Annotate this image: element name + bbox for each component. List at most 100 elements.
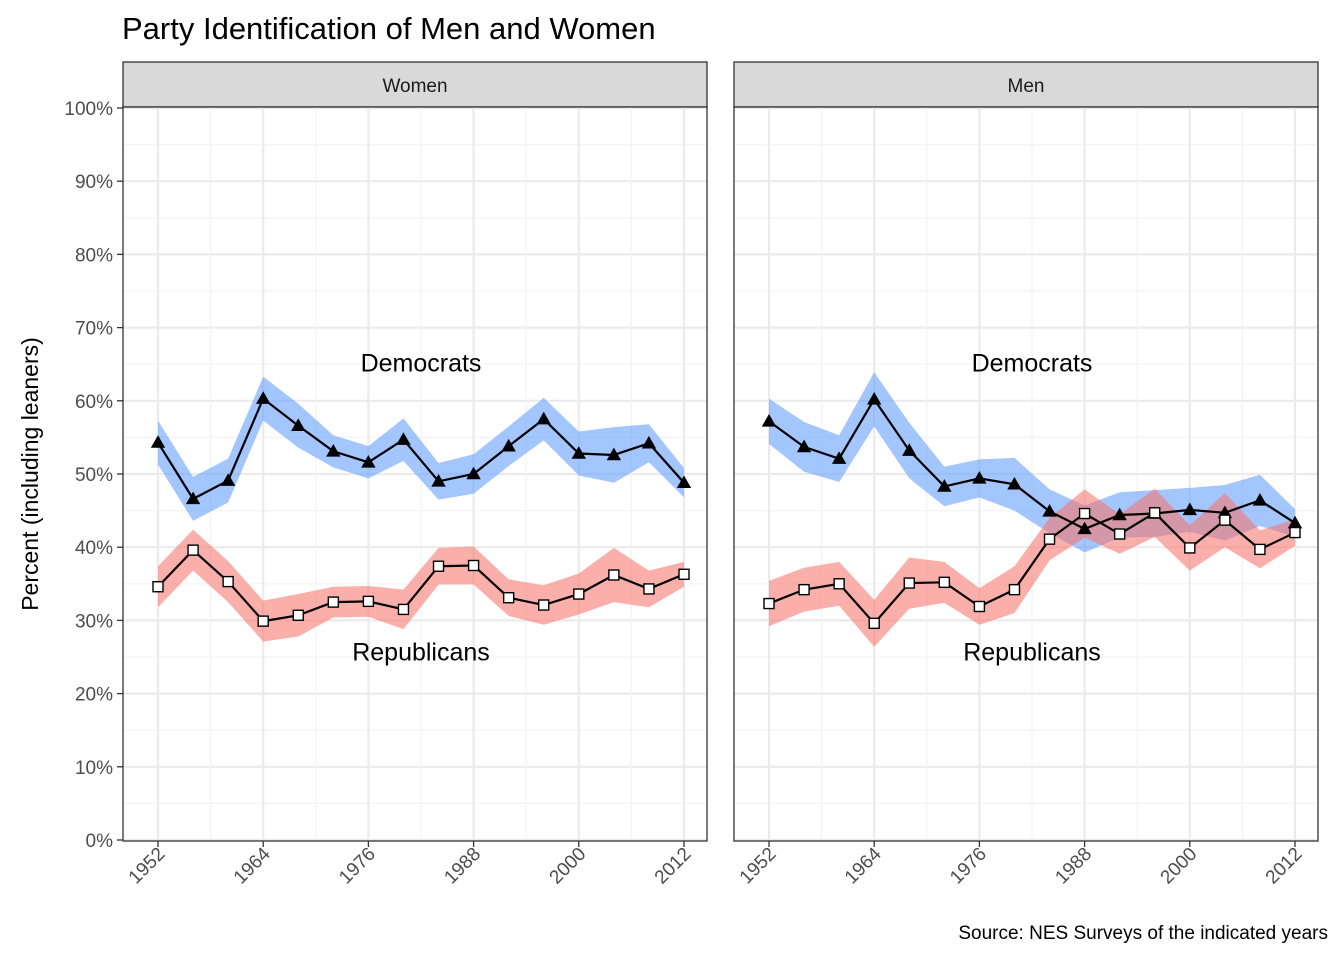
y-tick-label: 90% xyxy=(75,172,113,193)
data-point-republicans xyxy=(833,578,845,590)
x-tick-label: 1988 xyxy=(440,844,485,889)
x-tick-label: 2000 xyxy=(1157,844,1202,889)
data-point-democrats xyxy=(396,432,411,445)
annotation-republicans: Republicans xyxy=(352,639,490,667)
x-tick-label: 1976 xyxy=(946,844,991,889)
data-point-republicans xyxy=(903,577,915,589)
data-point-democrats xyxy=(972,471,987,484)
panel-men: Men Democrats Republicans 1952 1964 1976 1988 2… xyxy=(733,61,1319,889)
series-line-democrats xyxy=(768,397,1296,531)
y-tick-label: 40% xyxy=(75,538,113,559)
panel-border xyxy=(733,106,1319,842)
x-tick-label: 1988 xyxy=(1051,844,1096,889)
y-tick-label: 80% xyxy=(75,245,113,266)
panels: Women Democrats Republicans 1952 1964 1976 198… xyxy=(122,61,1319,889)
facet-strip xyxy=(122,61,708,108)
data-point-democrats xyxy=(571,446,586,459)
y-tick-label: 60% xyxy=(75,392,113,413)
data-point-democrats xyxy=(1077,521,1092,535)
x-tick-label: 1964 xyxy=(841,843,886,888)
data-point-democrats xyxy=(606,447,622,461)
data-point-republicans xyxy=(362,595,375,608)
ribbon-democrats xyxy=(158,376,684,521)
data-point-democrats xyxy=(641,435,657,449)
data-point-republicans xyxy=(763,597,775,610)
data-point-republicans xyxy=(397,603,410,616)
data-point-republicans xyxy=(1254,543,1266,556)
data-point-democrats xyxy=(1042,504,1057,517)
ribbon-republicans xyxy=(158,529,684,642)
data-point-republicans xyxy=(1219,514,1231,526)
y-tick-label: 20% xyxy=(75,685,113,706)
data-point-democrats xyxy=(867,392,882,405)
data-point-republicans xyxy=(222,575,234,588)
x-tick-label: 2012 xyxy=(651,844,696,889)
data-point-republicans xyxy=(1184,542,1196,554)
data-point-republicans xyxy=(868,617,880,630)
x-tick-label: 1952 xyxy=(125,844,170,889)
data-point-republicans xyxy=(643,583,655,595)
annotation-democrats: Democrats xyxy=(972,350,1093,378)
x-tick-label: 1964 xyxy=(230,843,275,888)
y-tick-label: 50% xyxy=(75,465,113,486)
y-tick-label: 30% xyxy=(75,611,113,632)
data-point-republicans xyxy=(467,559,480,572)
data-point-republicans xyxy=(1008,583,1021,596)
data-point-democrats xyxy=(431,474,446,487)
data-point-democrats xyxy=(1182,502,1197,516)
data-point-democrats xyxy=(220,473,236,486)
data-point-republicans xyxy=(538,599,550,611)
data-point-republicans xyxy=(502,592,515,604)
y-tick-label: 10% xyxy=(75,758,113,779)
data-point-republicans xyxy=(1113,528,1126,540)
panel-border xyxy=(122,106,708,842)
data-point-republicans xyxy=(938,576,951,589)
y-tick-label: 0% xyxy=(86,831,114,852)
data-point-democrats xyxy=(1007,476,1022,490)
data-point-republicans xyxy=(187,544,199,556)
data-point-republicans xyxy=(1289,526,1301,539)
facet-strip-label: Men xyxy=(1008,76,1045,97)
data-point-democrats xyxy=(796,439,812,453)
annotation-democrats: Democrats xyxy=(361,350,482,378)
panel-women: Women Democrats Republicans 1952 1964 1976 198… xyxy=(122,61,708,889)
y-tick-label: 100% xyxy=(64,99,113,120)
data-point-democrats xyxy=(185,491,201,505)
data-point-republicans xyxy=(257,615,269,627)
data-point-democrats xyxy=(902,443,917,456)
data-point-republicans xyxy=(608,569,620,581)
y-axis: 0% 10% 20% 30% 40% 50% 60% 70% 80% 90% 100% xyxy=(64,99,123,852)
data-point-democrats xyxy=(150,435,166,448)
data-point-democrats xyxy=(361,454,376,468)
y-axis-label: Percent (including leaners) xyxy=(17,337,43,611)
x-tick-label: 2012 xyxy=(1262,844,1307,889)
data-point-democrats xyxy=(937,479,952,492)
data-point-democrats xyxy=(256,391,271,404)
series-line-democrats xyxy=(157,396,685,501)
x-tick-label: 1952 xyxy=(736,844,781,889)
y-tick-label: 70% xyxy=(75,319,113,340)
data-point-republicans xyxy=(1043,533,1056,545)
data-point-democrats xyxy=(831,451,847,464)
data-point-democrats xyxy=(326,444,341,457)
source-caption: Source: NES Surveys of the indicated yea… xyxy=(958,923,1328,944)
data-point-republicans xyxy=(973,600,986,613)
x-tick-label: 2000 xyxy=(546,844,591,889)
data-point-republicans xyxy=(327,596,340,608)
chart-title: Party Identification of Men and Women xyxy=(122,11,656,46)
data-point-democrats xyxy=(501,438,516,452)
x-tick-label: 1976 xyxy=(335,844,380,889)
data-point-republicans xyxy=(1149,507,1161,519)
annotation-republicans: Republicans xyxy=(963,639,1101,667)
data-point-republicans xyxy=(152,581,164,593)
series-line-republicans xyxy=(157,548,685,623)
ribbon-republicans xyxy=(769,488,1295,647)
data-point-republicans xyxy=(798,583,810,596)
data-point-republicans xyxy=(292,609,304,621)
data-point-republicans xyxy=(1078,507,1091,520)
series-line-republicans xyxy=(768,511,1296,625)
data-point-democrats xyxy=(291,418,306,431)
data-point-democrats xyxy=(1112,507,1127,521)
data-point-democrats xyxy=(676,475,692,489)
data-point-democrats xyxy=(536,411,551,425)
